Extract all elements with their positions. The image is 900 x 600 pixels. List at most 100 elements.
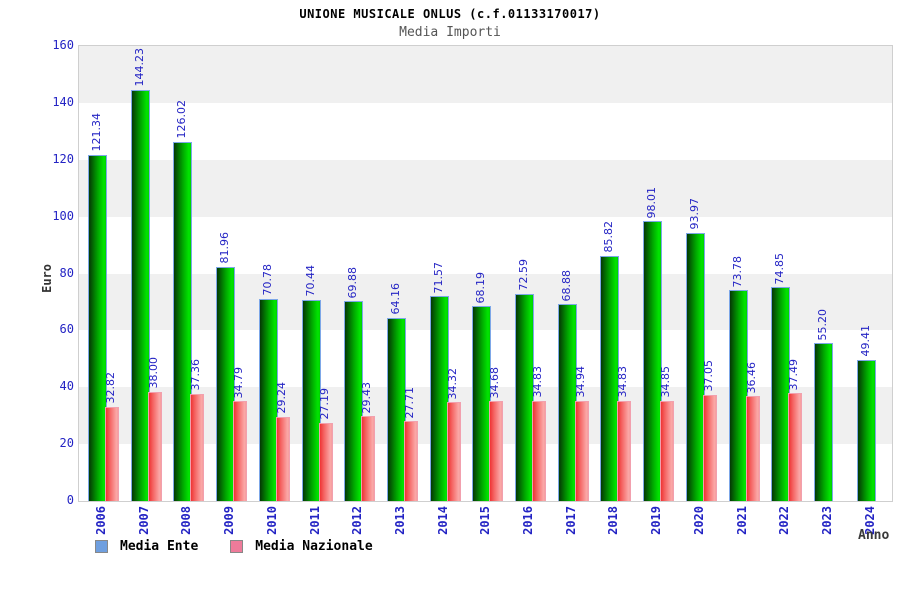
bar-value-label: 64.16 <box>388 283 402 315</box>
bar-value-label: 121.34 <box>90 113 103 152</box>
legend-swatch <box>95 540 108 553</box>
bar-value-label: 98.01 <box>645 186 659 219</box>
x-tick-label-2020: 2020 <box>691 506 706 535</box>
x-tick-label-2021: 2021 <box>734 506 749 535</box>
bar-media-ente-2014 <box>429 296 449 501</box>
bar-value-label: 55.20 <box>815 308 829 341</box>
plot-area: 121.34 32.82 144.23 38.00 126.02 37.36 81.96 34… <box>78 45 893 502</box>
bar-media-nazionale-2007 <box>147 391 162 501</box>
bar-value-label: 37.49 <box>787 358 801 391</box>
bar-value-label: 70.44 <box>303 265 317 297</box>
bar-value-label: 73.78 <box>730 255 744 288</box>
x-tick-label-2015: 2015 <box>478 506 493 535</box>
bar-value-label: 34.85 <box>659 366 673 398</box>
bar-value-label: 71.57 <box>431 261 445 294</box>
legend-label: Media Nazionale <box>255 539 373 554</box>
bar-media-ente-2008 <box>173 141 193 501</box>
bar-media-nazionale-2015 <box>489 401 504 501</box>
y-tick-label: 140 <box>52 94 74 109</box>
bar-value-label: 27.19 <box>317 388 331 420</box>
y-tick-label: 160 <box>52 38 74 52</box>
y-tick-label: 40 <box>59 379 74 394</box>
bar-media-nazionale-2010 <box>275 416 290 501</box>
bar-media-ente-2018 <box>600 255 620 501</box>
bar-media-ente-2012 <box>344 301 364 501</box>
bar-value-label: 34.83 <box>531 366 544 398</box>
bar-value-label: 85.82 <box>602 221 616 253</box>
x-tick-label-2023: 2023 <box>819 506 834 535</box>
bar-value-label: 70.78 <box>260 264 274 296</box>
bar-media-ente-2019 <box>643 221 663 501</box>
bar-value-label: 27.71 <box>402 386 416 419</box>
legend: Media Ente Media Nazionale <box>95 539 373 554</box>
bar-value-label: 34.94 <box>573 366 587 398</box>
plot-band <box>79 46 892 103</box>
legend-item-media-nazionale: Media Nazionale <box>230 539 373 554</box>
bar-media-nazionale-2020 <box>702 394 717 501</box>
bar-value-label: 32.82 <box>104 372 117 404</box>
bar-value-label: 93.97 <box>687 198 701 230</box>
bar-media-ente-2007 <box>130 89 150 501</box>
bar-media-nazionale-2018 <box>617 400 632 501</box>
x-tick-label-2017: 2017 <box>563 506 578 535</box>
bar-value-label: 81.96 <box>218 232 232 264</box>
bar-value-label: 29.43 <box>360 381 374 414</box>
bar-value-label: 34.32 <box>445 367 459 400</box>
bar-media-ente-2011 <box>301 299 321 501</box>
chart-subtitle: Media Importi <box>399 25 501 40</box>
x-tick-label-2014: 2014 <box>435 506 450 535</box>
y-tick-label: 60 <box>59 322 74 337</box>
x-tick-label-2010: 2010 <box>264 506 279 535</box>
bar-media-nazionale-2008 <box>190 393 205 501</box>
bar-value-label: 34.68 <box>488 366 502 399</box>
y-tick-label: 80 <box>59 265 74 280</box>
bar-value-label: 72.59 <box>517 259 530 291</box>
x-axis-title: Anno <box>858 528 890 543</box>
bar-value-label: 68.88 <box>559 269 573 302</box>
bar-media-nazionale-2009 <box>233 401 248 501</box>
x-tick-label-2016: 2016 <box>521 506 535 535</box>
legend-label: Media Ente <box>120 539 199 554</box>
bar-media-nazionale-2016 <box>532 400 546 501</box>
plot-band <box>79 159 892 217</box>
bar-media-ente-2023 <box>813 343 833 501</box>
bar-media-nazionale-2013 <box>403 421 418 501</box>
bar-media-nazionale-2011 <box>318 422 333 501</box>
x-tick-label-2019: 2019 <box>649 506 664 535</box>
bar-value-label: 126.02 <box>175 100 189 139</box>
chart-title: UNIONE MUSICALE ONLUS (c.f.01133170017) <box>299 7 601 21</box>
bar-media-ente-2006 <box>88 154 107 501</box>
legend-item-media-ente: Media Ente <box>95 539 198 554</box>
bar-value-label: 37.05 <box>701 360 715 392</box>
bar-media-ente-2010 <box>258 298 278 501</box>
y-tick-label: 20 <box>59 436 74 451</box>
bar-value-label: 49.41 <box>858 325 872 357</box>
plot-band <box>79 102 892 160</box>
x-tick-label-2022: 2022 <box>777 506 792 535</box>
bar-value-label: 34.79 <box>232 366 246 399</box>
x-tick-label-2006: 2006 <box>94 506 108 535</box>
bar-media-nazionale-2017 <box>574 400 589 501</box>
bar-media-nazionale-2019 <box>660 400 675 501</box>
bar-value-label: 37.36 <box>189 359 203 391</box>
legend-swatch <box>230 540 244 553</box>
x-tick-label-2007: 2007 <box>136 506 151 535</box>
bar-media-ente-2024 <box>856 359 876 501</box>
x-tick-label-2008: 2008 <box>179 506 194 535</box>
bar-value-label: 34.83 <box>616 366 630 398</box>
bar-value-label: 38.00 <box>146 357 160 389</box>
bar-value-label: 29.24 <box>274 382 288 414</box>
y-tick-label: 100 <box>52 208 74 223</box>
bar-media-ente-2021 <box>728 290 748 501</box>
bar-value-label: 69.88 <box>346 266 360 299</box>
bar-media-nazionale-2021 <box>745 396 760 501</box>
bar-media-ente-2013 <box>386 317 406 501</box>
bar-value-label: 144.23 <box>132 48 146 87</box>
bar-value-label: 74.85 <box>773 252 787 285</box>
bar-value-label: 36.46 <box>744 361 758 394</box>
y-tick-label: 120 <box>52 151 74 166</box>
bar-media-ente-2020 <box>685 232 705 501</box>
bar-value-label: 68.19 <box>474 271 488 304</box>
bar-media-nazionale-2014 <box>446 402 461 501</box>
